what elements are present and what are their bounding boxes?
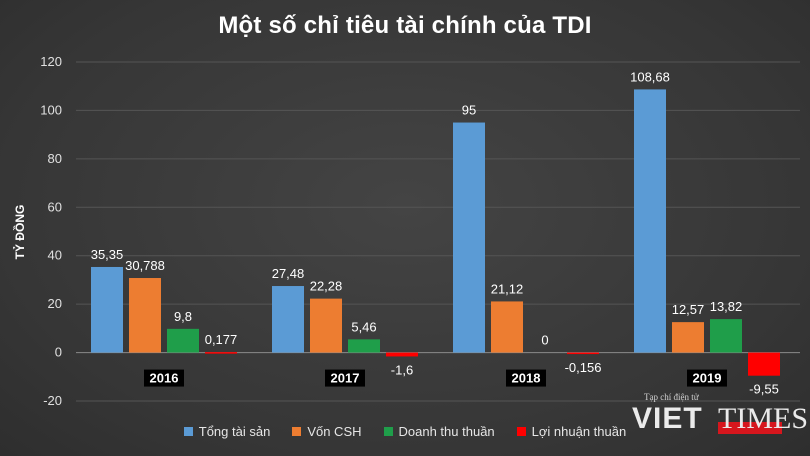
bar-0-0	[91, 266, 123, 353]
bar-1-1	[310, 298, 342, 353]
bar-3-0	[205, 352, 237, 354]
legend-swatch	[292, 427, 302, 436]
watermark-tagline: Tạp chí điện tử	[644, 392, 699, 402]
x-tick-label-bg	[144, 369, 184, 387]
bar-1-2	[491, 301, 523, 353]
data-label: -0,156	[565, 360, 602, 375]
bar-0-3	[634, 89, 666, 353]
data-label: 30,788	[125, 258, 165, 273]
watermark-brand-right: TIMES	[718, 402, 808, 435]
legend-label: Lợi nhuận thuần	[531, 424, 627, 439]
bar-2-0	[167, 328, 199, 353]
data-label: 108,68	[630, 69, 670, 84]
x-tick-label-bg	[506, 369, 546, 387]
bar-3-2	[567, 352, 599, 355]
legend-item: Tổng tài sản	[183, 424, 271, 439]
data-label: 95	[462, 103, 476, 118]
chart-legend: Tổng tài sản Vốn CSH Doanh thu thuần Lợi nh…	[0, 424, 810, 439]
bar-3-1	[386, 352, 418, 357]
legend-label: Vốn CSH	[307, 424, 362, 439]
data-label: 9,8	[174, 309, 192, 324]
bar-1-0	[129, 278, 161, 353]
x-tick-label-bg	[687, 369, 727, 387]
legend-swatch	[383, 427, 393, 436]
y-tick-label: 80	[48, 151, 62, 166]
y-tick-label: 120	[40, 54, 62, 69]
data-label: 22,28	[310, 279, 343, 294]
bar-1-3	[672, 322, 704, 353]
bar-2-1	[348, 339, 380, 353]
data-label: 5,46	[351, 319, 376, 334]
data-label: 35,35	[91, 247, 124, 262]
legend-item: Doanh thu thuần	[383, 424, 495, 439]
data-label: -9,55	[749, 382, 779, 397]
legend-swatch	[183, 427, 193, 436]
data-label: 0,177	[205, 332, 238, 347]
y-tick-label: 0	[55, 345, 62, 360]
legend-swatch	[516, 427, 526, 436]
bar-0-1	[272, 286, 304, 353]
legend-item: Vốn CSH	[292, 424, 362, 439]
data-label: 0	[541, 333, 548, 348]
y-tick-label: 100	[40, 102, 62, 117]
x-tick-label: 2018	[512, 371, 541, 386]
data-label: 21,12	[491, 281, 524, 296]
viettimes-watermark: Tạp chí điện tử VIET TIMES	[632, 390, 808, 448]
legend-label: Tổng tài sản	[198, 424, 271, 439]
y-tick-label: 40	[48, 248, 62, 263]
data-label: 27,48	[272, 266, 305, 281]
y-tick-label: 60	[48, 199, 62, 214]
bar-3-3	[748, 352, 780, 376]
x-tick-label: 2019	[693, 371, 722, 386]
data-label: -1,6	[391, 362, 413, 377]
legend-label: Doanh thu thuần	[398, 424, 495, 439]
x-tick-label: 2017	[331, 371, 360, 386]
y-tick-label: -20	[43, 393, 62, 408]
legend-item: Lợi nhuận thuần	[516, 424, 627, 439]
data-label: 12,57	[672, 302, 705, 317]
watermark-brand-left: VIET	[632, 402, 703, 435]
x-tick-label-bg	[325, 369, 365, 387]
x-tick-label: 2016	[150, 371, 179, 386]
watermark-red-bar	[718, 422, 782, 434]
bar-2-3	[710, 319, 742, 353]
chart-title: Một số chỉ tiêu tài chính của TDI	[218, 12, 592, 39]
bar-0-2	[453, 122, 485, 353]
data-label: 13,82	[710, 299, 743, 314]
y-tick-label: 20	[48, 296, 62, 311]
